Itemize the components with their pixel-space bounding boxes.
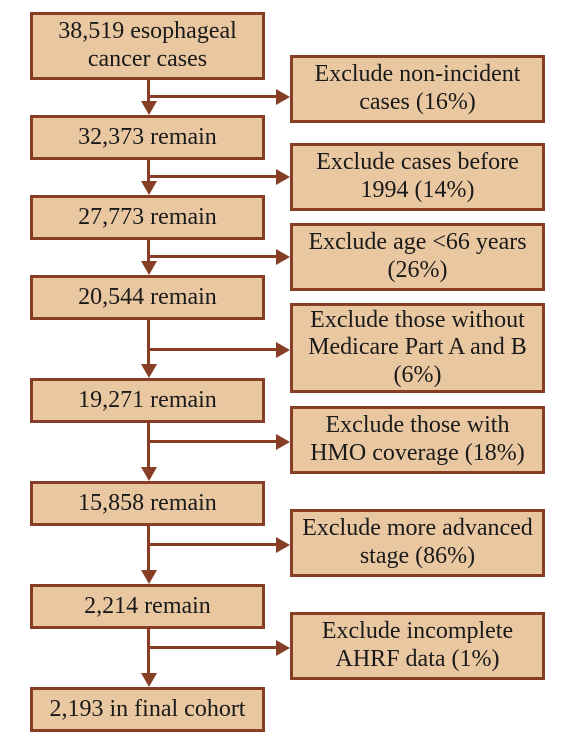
cohort-box-remain6: 2,214 remain [30,584,265,629]
exclusion-box-label: Exclude more advanced stage (86%) [299,515,536,570]
cohort-box-label: 38,519 esophageal cancer cases [39,18,256,73]
exclusion-box-label: Exclude those without Medicare Part A an… [299,307,536,390]
cohort-box-label: 27,773 remain [78,204,217,232]
flow-arrow-down [147,160,150,183]
flow-arrow-down [147,320,150,366]
exclusion-box-label: Exclude age <66 years (26%) [299,229,536,284]
exclusion-box-label: Exclude non-incident cases (16%) [299,61,536,116]
arrowhead-down-icon [141,364,157,378]
arrowhead-down-icon [141,570,157,584]
exclusion-box-ex2: Exclude cases before 1994 (14%) [290,143,545,211]
exclusion-box-label: Exclude cases before 1994 (14%) [299,149,536,204]
flow-arrow-down [147,80,150,103]
flow-arrow-right [147,646,278,649]
flow-arrow-down [147,240,150,263]
arrowhead-down-icon [141,261,157,275]
arrowhead-down-icon [141,101,157,115]
cohort-box-label: 2,214 remain [84,593,211,621]
exclusion-box-ex7: Exclude incomplete AHRF data (1%) [290,612,545,680]
exclusion-box-ex6: Exclude more advanced stage (86%) [290,509,545,577]
arrowhead-right-icon [276,640,290,656]
cohort-box-label: 15,858 remain [78,490,217,518]
exclusion-box-ex3: Exclude age <66 years (26%) [290,223,545,291]
arrowhead-right-icon [276,342,290,358]
flow-arrow-down [147,423,150,469]
flow-arrow-down [147,629,150,675]
flow-arrow-right [147,175,278,178]
exclusion-box-ex4: Exclude those without Medicare Part A an… [290,303,545,393]
cohort-box-start: 38,519 esophageal cancer cases [30,12,265,80]
cohort-box-label: 19,271 remain [78,387,217,415]
arrowhead-right-icon [276,89,290,105]
cohort-box-remain3: 20,544 remain [30,275,265,320]
cohort-box-remain2: 27,773 remain [30,195,265,240]
flow-arrow-right [147,543,278,546]
exclusion-box-ex1: Exclude non-incident cases (16%) [290,55,545,123]
arrowhead-right-icon [276,434,290,450]
flow-arrow-right [147,440,278,443]
arrowhead-right-icon [276,169,290,185]
flow-arrow-right [147,348,278,351]
exclusion-box-label: Exclude incomplete AHRF data (1%) [299,618,536,673]
cohort-box-label: 20,544 remain [78,284,217,312]
arrowhead-down-icon [141,181,157,195]
cohort-box-remain1: 32,373 remain [30,115,265,160]
arrowhead-right-icon [276,249,290,265]
flow-arrow-right [147,95,278,98]
exclusion-box-ex5: Exclude those with HMO coverage (18%) [290,406,545,474]
arrowhead-down-icon [141,673,157,687]
flowchart-canvas: 38,519 esophageal cancer cases 32,373 rem… [0,0,575,747]
arrowhead-down-icon [141,467,157,481]
cohort-box-label: 2,193 in final cohort [50,696,246,724]
cohort-box-final: 2,193 in final cohort [30,687,265,732]
cohort-box-remain4: 19,271 remain [30,378,265,423]
exclusion-box-label: Exclude those with HMO coverage (18%) [299,412,536,467]
arrowhead-right-icon [276,537,290,553]
cohort-box-remain5: 15,858 remain [30,481,265,526]
cohort-box-label: 32,373 remain [78,124,217,152]
flow-arrow-right [147,255,278,258]
flow-arrow-down [147,526,150,572]
